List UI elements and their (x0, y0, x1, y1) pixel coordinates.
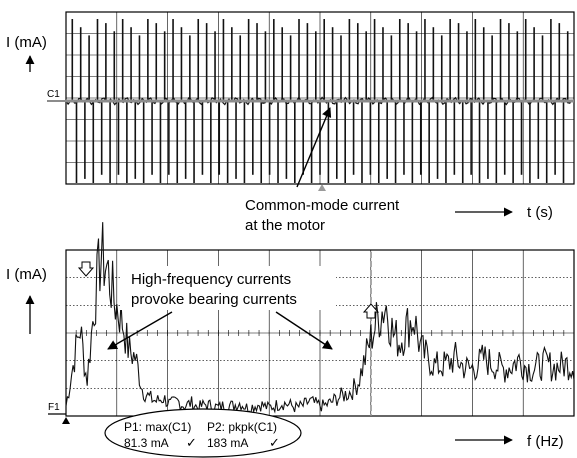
bottom-annotation-line1: High-frequency currents (131, 271, 291, 288)
bottom-x-axis-label: f (Hz) (527, 433, 564, 450)
top-trigger-marker (318, 184, 326, 191)
top-trace (65, 19, 575, 183)
top-annotation-leader (296, 107, 332, 188)
p2-value: 183 mA (207, 436, 248, 450)
top-y-axis-label: I (mA) (6, 34, 47, 51)
bottom-annotation-arrow-right (275, 311, 333, 350)
top-channel-marker: C1 (47, 89, 60, 100)
measurement-ellipse (104, 408, 302, 458)
top-annotation-line2: at the motor (245, 217, 325, 234)
p1-check-icon: ✓ (186, 435, 197, 450)
bottom-channel-marker: F1 (48, 402, 60, 413)
bottom-origin-marker (62, 417, 70, 424)
p1-value: 81.3 mA (124, 436, 169, 450)
bottom-annotation-box (120, 266, 336, 310)
p2-label: P2: pkpk(C1) (207, 420, 277, 434)
p2-check-icon: ✓ (269, 435, 280, 450)
bottom-panel: F1 I (mA) High-frequency currents provok… (6, 222, 575, 458)
p1-cursor-marker (77, 261, 95, 277)
p2-cursor-marker (362, 303, 380, 319)
bottom-annotation-line2: provoke bearing currents (131, 291, 297, 308)
bottom-y-axis-label: I (mA) (6, 266, 47, 283)
p1-label: P1: max(C1) (124, 420, 191, 434)
top-panel: C1 I (mA) Common-mode current at the mot… (6, 11, 575, 234)
top-x-axis-label: t (s) (527, 204, 553, 221)
top-annotation-line1: Common-mode current (245, 197, 400, 214)
bottom-spectrum-line (65, 222, 575, 415)
bottom-trace (65, 222, 575, 415)
bottom-annotation-arrow-left (107, 311, 173, 350)
